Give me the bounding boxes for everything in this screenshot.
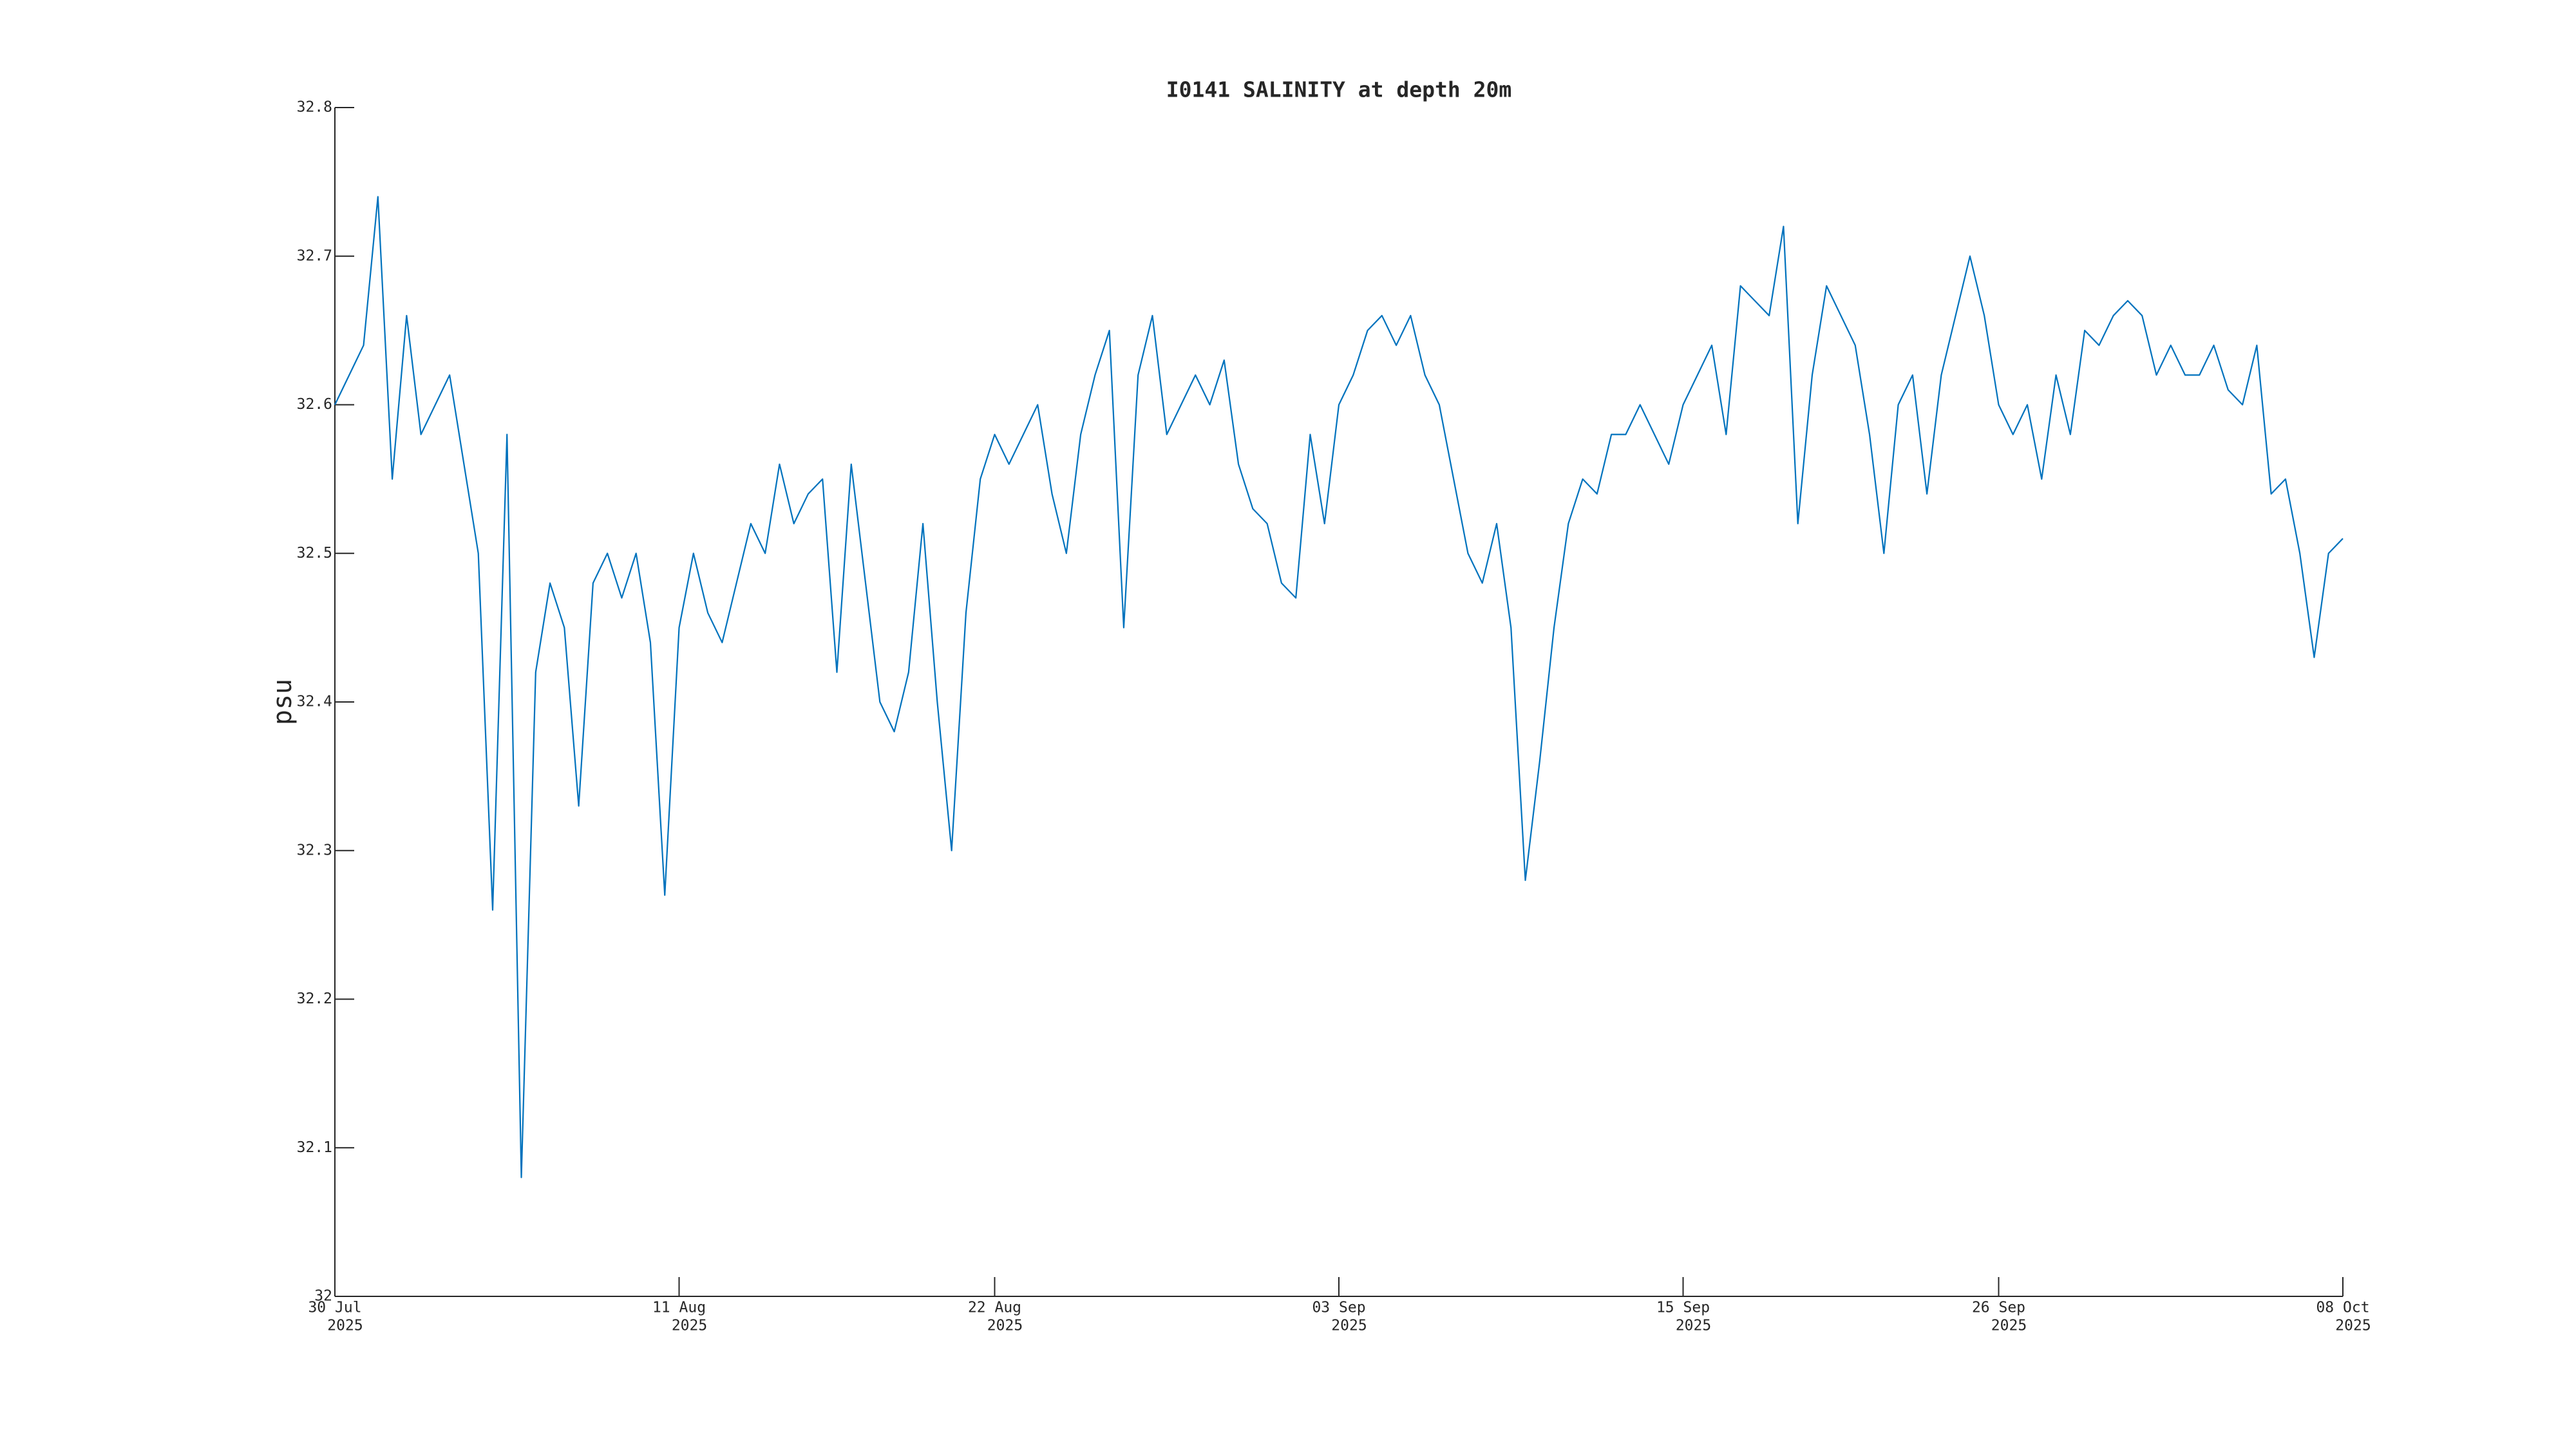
- x-tick-label: 2025: [672, 1318, 707, 1334]
- data-line: [334, 196, 2344, 1179]
- y-tick-label: 32.4: [297, 694, 332, 710]
- x-tick-label: 2025: [2335, 1318, 2371, 1334]
- y-tick-label: 32.2: [297, 990, 332, 1007]
- x-tick-label: 15 Sep: [1656, 1300, 1710, 1316]
- x-tick-label: 11 Aug: [652, 1300, 706, 1316]
- y-tick-label: 32: [314, 1288, 332, 1305]
- x-tick-label: 03 Sep: [1312, 1300, 1365, 1316]
- x-tick-label: 2025: [1676, 1318, 1711, 1334]
- y-tick-label: 32.1: [297, 1139, 332, 1156]
- y-tick-label: 32.7: [297, 247, 332, 264]
- x-tick-label: 26 Sep: [1972, 1300, 2025, 1316]
- x-tick-label: 22 Aug: [968, 1300, 1021, 1316]
- y-axis-label: psu: [268, 679, 298, 725]
- x-tick-label: 08 Oct: [2316, 1300, 2369, 1316]
- chart-title: I0141 SALINITY at depth 20m: [1166, 77, 1511, 102]
- x-tick-label: 30 Jul: [308, 1300, 361, 1316]
- y-tick-label: 32.8: [297, 99, 332, 116]
- y-tick-label: 32.6: [297, 396, 332, 413]
- y-tick-label: 32.3: [297, 842, 332, 858]
- x-tick-label: 2025: [987, 1318, 1023, 1334]
- x-tick-label: 2025: [1331, 1318, 1367, 1334]
- x-tick-label: 2025: [327, 1318, 363, 1334]
- x-tick-label: 2025: [1991, 1318, 2027, 1334]
- y-tick-label: 32.5: [297, 545, 332, 562]
